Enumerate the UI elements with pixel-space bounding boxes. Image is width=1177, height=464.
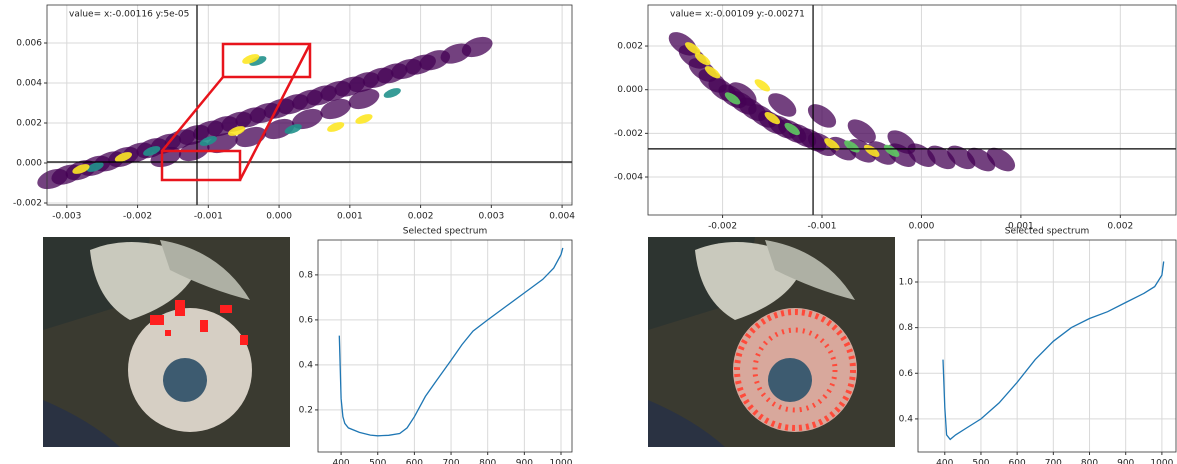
x-tick-label: 0.004 [549, 212, 575, 222]
plot-frame [917, 239, 1177, 453]
image-right [648, 237, 895, 447]
point [754, 79, 771, 92]
x-tick-label: 400 [936, 459, 953, 464]
point [199, 136, 217, 146]
point [844, 140, 860, 153]
y-tick-label: 0.004 [16, 79, 42, 89]
x-tick-label: 900 [516, 459, 533, 464]
y-tick-label: -0.004 [614, 173, 643, 183]
x-tick-label: 600 [406, 459, 423, 464]
x-tick-label: 0.000 [909, 222, 935, 232]
point [461, 36, 493, 58]
y-tick-label: -0.002 [13, 199, 42, 209]
y-tick-label: 1.0 [899, 277, 914, 287]
x-tick-label: 0.001 [337, 212, 363, 222]
point [348, 88, 380, 110]
point [764, 111, 781, 125]
x-tick-label: -0.002 [708, 222, 737, 232]
spectrum-line [338, 247, 564, 437]
point [242, 54, 260, 64]
point [807, 104, 837, 128]
point [824, 138, 840, 151]
point [249, 56, 267, 66]
chart-title: Selected spectrum [403, 227, 487, 237]
x-tick-label: -0.002 [123, 212, 152, 222]
point [327, 122, 345, 132]
y-tick-label: 0.006 [16, 39, 42, 49]
chart-title: Selected spectrum [1005, 227, 1089, 237]
x-tick-label: -0.003 [52, 212, 81, 222]
x-tick-label: 0.002 [408, 212, 434, 222]
x-tick-label: -0.001 [194, 212, 223, 222]
plot-frame [46, 4, 573, 206]
y-tick-label: -0.002 [614, 129, 643, 139]
x-tick-label: 800 [479, 459, 496, 464]
x-tick-label: -0.001 [808, 222, 837, 232]
point [355, 114, 373, 124]
image-left [43, 237, 290, 447]
point [86, 162, 104, 172]
point [228, 126, 246, 136]
point [724, 92, 741, 105]
x-tick-label: 500 [369, 459, 386, 464]
y-tick-label: 0.002 [617, 42, 643, 52]
x-tick-label: 400 [332, 459, 349, 464]
x-tick-label: 0.000 [266, 212, 292, 222]
point [887, 130, 916, 154]
point [784, 122, 800, 136]
y-tick-label: 0.8 [899, 323, 914, 333]
y-tick-label: 0.000 [617, 85, 643, 95]
x-tick-label: 600 [1009, 459, 1026, 464]
plot-frame [647, 4, 1177, 216]
point [292, 108, 323, 130]
point [284, 124, 302, 134]
point [263, 118, 295, 140]
point [847, 119, 876, 143]
spectrum-line [942, 261, 1165, 441]
y-tick-label: 0.6 [299, 315, 314, 325]
point [320, 98, 352, 120]
annotation: value= x:-0.00109 y:-0.00271 [670, 10, 805, 20]
x-tick-label: 700 [1045, 459, 1062, 464]
point [694, 53, 711, 66]
point [383, 88, 401, 98]
annotation: value= x:-0.00116 y:5e-05 [69, 10, 189, 20]
point [864, 144, 880, 157]
point [72, 164, 90, 174]
y-tick-label: 0.002 [16, 119, 42, 129]
point [685, 42, 701, 55]
x-tick-label: 0.002 [1107, 222, 1133, 232]
y-tick-label: 0.6 [899, 369, 914, 379]
point [768, 93, 797, 117]
x-tick-label: 800 [1081, 459, 1098, 464]
point [883, 144, 900, 157]
point [807, 132, 837, 157]
highlight-boxes [160, 42, 312, 182]
plot-frame [317, 239, 573, 453]
point [704, 66, 721, 79]
y-tick-label: 0.4 [899, 414, 914, 424]
y-tick-label: 0.000 [16, 159, 42, 169]
x-tick-label: 0.001 [1008, 222, 1034, 232]
x-tick-label: 700 [442, 459, 459, 464]
y-tick-label: 0.4 [299, 360, 314, 370]
x-tick-label: 0.003 [478, 212, 504, 222]
x-tick-label: 500 [972, 459, 989, 464]
x-tick-label: 900 [1117, 459, 1134, 464]
x-tick-label: 1000 [1150, 459, 1173, 464]
point [986, 147, 1016, 172]
y-tick-label: 0.2 [299, 405, 313, 415]
y-tick-label: 0.8 [299, 270, 314, 280]
x-tick-label: 1000 [550, 459, 573, 464]
point [114, 152, 132, 162]
point [143, 146, 161, 156]
